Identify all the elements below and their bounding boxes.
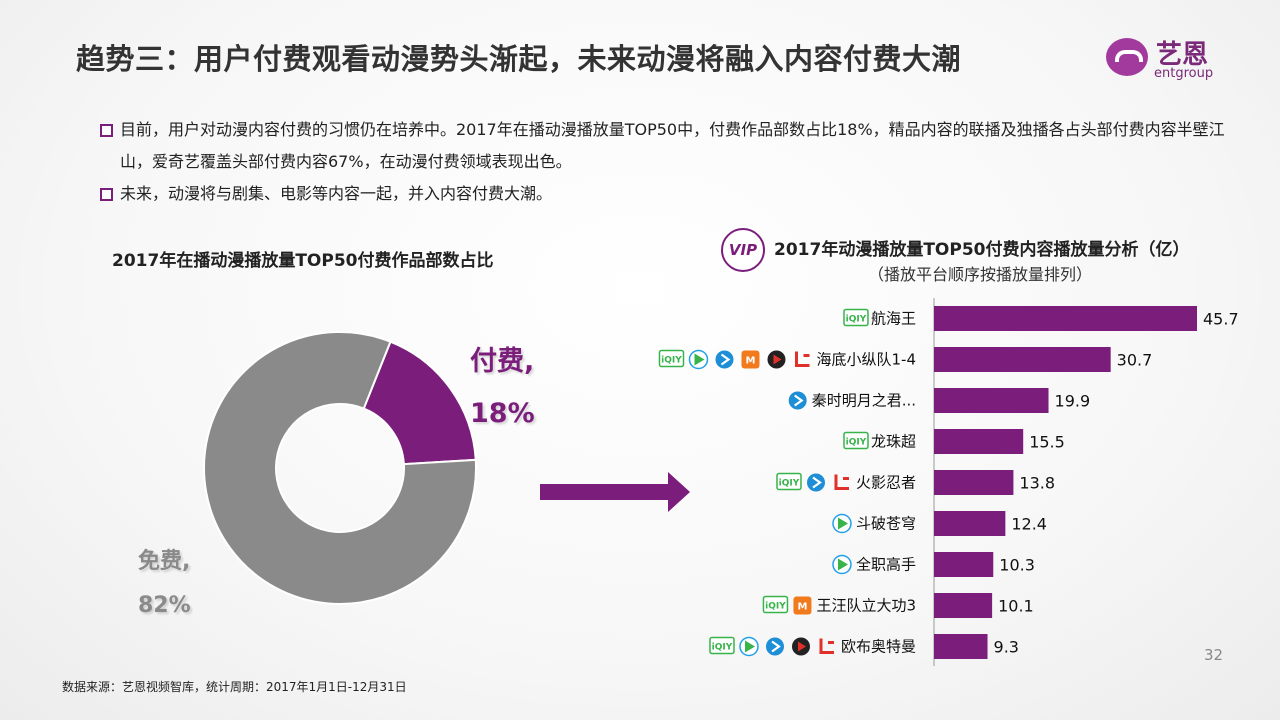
category-label: 斗破苍穹: [856, 515, 916, 533]
bar-value-label: 10.1: [998, 597, 1034, 616]
donut-chart-title: 2017年在播动漫播放量TOP50付费作品部数占比: [112, 251, 494, 271]
free-label-value: 82%: [138, 593, 191, 618]
bullet-text: 未来，动漫将与剧集、电影等内容一起，并入内容付费大潮。: [120, 184, 553, 203]
entgroup-logo: 艺恩 entgroup: [1106, 32, 1236, 82]
mgtv-logo-icon: M: [793, 596, 812, 615]
iqiyi-logo-icon: iQIY: [776, 472, 802, 491]
bullet-item: 未来，动漫将与剧集、电影等内容一起，并入内容付费大潮。: [100, 178, 1230, 210]
bar: [934, 306, 1197, 331]
category-label: 王汪队立大功3: [816, 597, 916, 615]
bar: [934, 634, 988, 659]
letv-logo-icon: [834, 474, 849, 490]
bar-value-label: 9.3: [994, 638, 1019, 657]
tencent-logo-icon: [832, 554, 852, 575]
youku-logo-icon: [765, 637, 784, 656]
bullet-text: 目前，用户对动漫内容付费的习惯仍在培养中。2017年在播动漫播放量TOP50中，…: [120, 120, 1225, 171]
paid-slice: [362, 340, 477, 466]
right-arrow-icon: [540, 472, 690, 512]
logo-name: 艺恩: [1156, 40, 1209, 70]
category-label: 火影忍者: [856, 474, 916, 492]
free-label-name: 免费,: [138, 549, 191, 574]
free-slice-label: 免费, 82%: [138, 540, 191, 628]
bar-value-label: 30.7: [1117, 351, 1153, 370]
bar: [934, 470, 1014, 495]
bar: [934, 511, 1006, 536]
iqiyi-logo-icon: iQIY: [843, 308, 869, 327]
tencent-logo-icon: [739, 636, 759, 657]
youku-logo-icon: [715, 350, 734, 369]
sohu-logo-icon: [767, 350, 786, 369]
bar-value-label: 45.7: [1203, 310, 1239, 329]
page-title: 趋势三：用户付费观看动漫势头渐起，未来动漫将融入内容付费大潮: [76, 42, 962, 76]
letv-logo-icon: [819, 638, 834, 654]
youku-logo-icon: [788, 391, 807, 410]
svg-text:iQIY: iQIY: [765, 602, 786, 612]
mgtv-logo-icon: M: [741, 350, 760, 369]
data-source-note: 数据来源：艺恩视频智库，统计周期：2017年1月1日-12月31日: [62, 680, 407, 694]
svg-text:iQIY: iQIY: [846, 315, 867, 325]
sohu-logo-icon: [791, 637, 810, 656]
bar-value-label: 10.3: [999, 556, 1035, 575]
svg-text:iQIY: iQIY: [661, 356, 682, 366]
bar: [934, 593, 993, 618]
youku-logo-icon: [806, 473, 825, 492]
category-label: 海底小纵队1-4: [816, 351, 916, 369]
category-label: 龙珠超: [871, 433, 916, 451]
svg-text:iQIY: iQIY: [846, 438, 867, 448]
bar-chart-title: 2017年动漫播放量TOP50付费内容播放量分析（亿）: [774, 240, 1190, 260]
bar-value-label: 19.9: [1055, 392, 1091, 411]
bar-value-label: 13.8: [1019, 474, 1055, 493]
bar-value-label: 12.4: [1011, 515, 1047, 534]
iqiyi-logo-icon: iQIY: [709, 636, 735, 655]
bullet-list: 目前，用户对动漫内容付费的习惯仍在培养中。2017年在播动漫播放量TOP50中，…: [100, 114, 1230, 210]
category-label: 秦时明月之君...: [812, 392, 916, 410]
bar: [934, 388, 1049, 413]
page-number: 32: [1204, 646, 1224, 664]
svg-text:M: M: [746, 356, 756, 367]
svg-text:iQIY: iQIY: [779, 479, 800, 489]
square-bullet-icon: [100, 188, 113, 201]
iqiyi-logo-icon: iQIY: [658, 349, 685, 368]
paid-label-value: 18%: [470, 398, 535, 429]
tencent-logo-icon: [832, 513, 852, 534]
bar: [934, 552, 994, 577]
category-label: 全职高手: [856, 556, 916, 574]
square-bullet-icon: [100, 124, 113, 137]
paid-label-name: 付费,: [470, 346, 535, 377]
bar-chart-subtitle: （播放平台顺序按播放量排列）: [868, 265, 1093, 284]
iqiyi-logo-icon: iQIY: [843, 431, 869, 450]
bar-value-label: 15.5: [1029, 433, 1065, 452]
vip-badge-icon: VIP: [721, 228, 765, 272]
iqiyi-logo-icon: iQIY: [762, 595, 789, 614]
svg-text:M: M: [797, 602, 807, 613]
svg-text:iQIY: iQIY: [712, 643, 733, 653]
bullet-item: 目前，用户对动漫内容付费的习惯仍在培养中。2017年在播动漫播放量TOP50中，…: [100, 114, 1230, 178]
free-slice: [203, 331, 477, 605]
logo-sub: entgroup: [1154, 66, 1214, 81]
letv-logo-icon: [794, 351, 810, 367]
category-label: 欧布奥特曼: [841, 638, 916, 656]
tencent-logo-icon: [688, 349, 709, 370]
logo-mark-icon: [1106, 38, 1148, 76]
bar: [934, 347, 1111, 372]
paid-slice-label: 付费, 18%: [470, 336, 535, 440]
category-label: 航海王: [871, 310, 916, 328]
bar: [934, 429, 1024, 454]
